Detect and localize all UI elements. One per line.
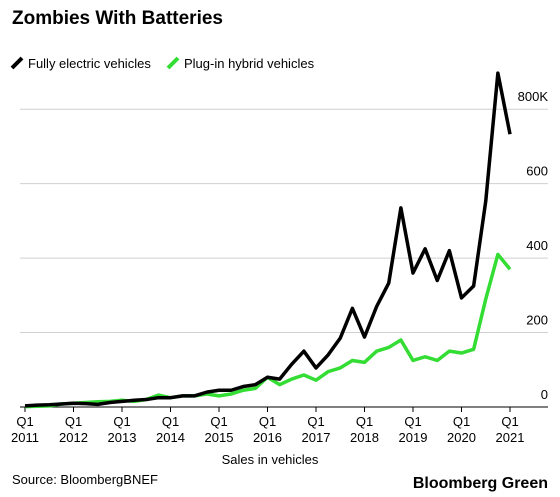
x-tick-label: Q1 2011 — [11, 414, 39, 445]
source: Source: BloombergBNEF — [12, 472, 158, 487]
brand: Bloomberg Green — [413, 475, 548, 492]
y-tick-label: 0 — [541, 387, 548, 402]
x-tick-label: Q1 2014 — [156, 414, 185, 445]
legend-swatch — [166, 56, 180, 70]
legend-label: Plug-in hybrid vehicles — [184, 56, 315, 71]
series-line — [24, 71, 512, 408]
x-tick-label: Q1 2012 — [59, 414, 88, 445]
chart-title: Zombies With Batteries — [12, 8, 223, 29]
legend-swatch — [10, 56, 24, 70]
y-tick-label: 600 — [526, 164, 548, 179]
x-tick-label: Q1 2021 — [495, 414, 525, 445]
legend-label: Fully electric vehicles — [28, 56, 151, 71]
y-tick-label: 800K — [518, 89, 549, 104]
x-tick-label: Q1 2018 — [350, 414, 379, 445]
x-tick-label: Q1 2019 — [398, 414, 428, 445]
x-tick-label: Q1 2015 — [204, 414, 234, 445]
y-tick-label: 400 — [526, 238, 548, 253]
y-tick-label: 200 — [526, 313, 548, 328]
x-tick-label: Q1 2017 — [301, 414, 331, 445]
x-tick-label: Q1 2016 — [253, 414, 282, 445]
x-axis-label: Sales in vehicles — [222, 452, 319, 467]
x-tick-label: Q1 2013 — [107, 414, 137, 445]
x-tick-label: Q1 2020 — [447, 414, 476, 445]
